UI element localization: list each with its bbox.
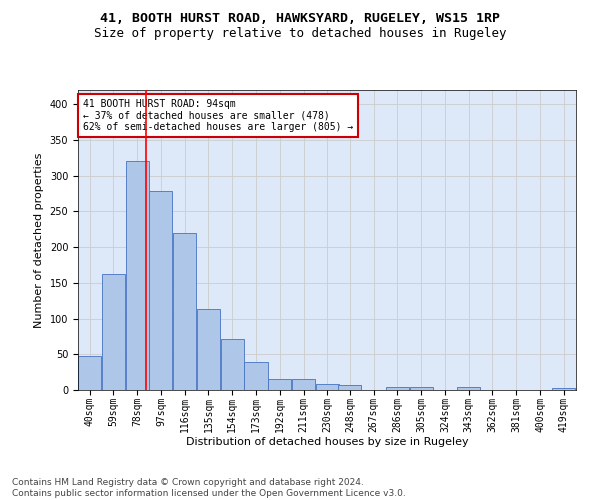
Text: Contains HM Land Registry data © Crown copyright and database right 2024.
Contai: Contains HM Land Registry data © Crown c…: [12, 478, 406, 498]
Bar: [221, 338, 244, 390]
Text: Size of property relative to detached houses in Rugeley: Size of property relative to detached ho…: [94, 28, 506, 40]
Bar: [173, 233, 196, 390]
Bar: [292, 380, 315, 390]
Bar: [457, 387, 480, 390]
Bar: [125, 162, 149, 390]
X-axis label: Distribution of detached houses by size in Rugeley: Distribution of detached houses by size …: [185, 437, 469, 447]
Y-axis label: Number of detached properties: Number of detached properties: [34, 152, 44, 328]
Bar: [197, 310, 220, 390]
Bar: [552, 388, 575, 390]
Bar: [410, 387, 433, 390]
Bar: [149, 192, 172, 390]
Text: 41, BOOTH HURST ROAD, HAWKSYARD, RUGELEY, WS15 1RP: 41, BOOTH HURST ROAD, HAWKSYARD, RUGELEY…: [100, 12, 500, 26]
Bar: [386, 387, 409, 390]
Bar: [244, 362, 268, 390]
Bar: [338, 385, 361, 390]
Bar: [316, 384, 339, 390]
Bar: [268, 380, 292, 390]
Bar: [78, 356, 101, 390]
Bar: [102, 274, 125, 390]
Text: 41 BOOTH HURST ROAD: 94sqm
← 37% of detached houses are smaller (478)
62% of sem: 41 BOOTH HURST ROAD: 94sqm ← 37% of deta…: [83, 99, 353, 132]
